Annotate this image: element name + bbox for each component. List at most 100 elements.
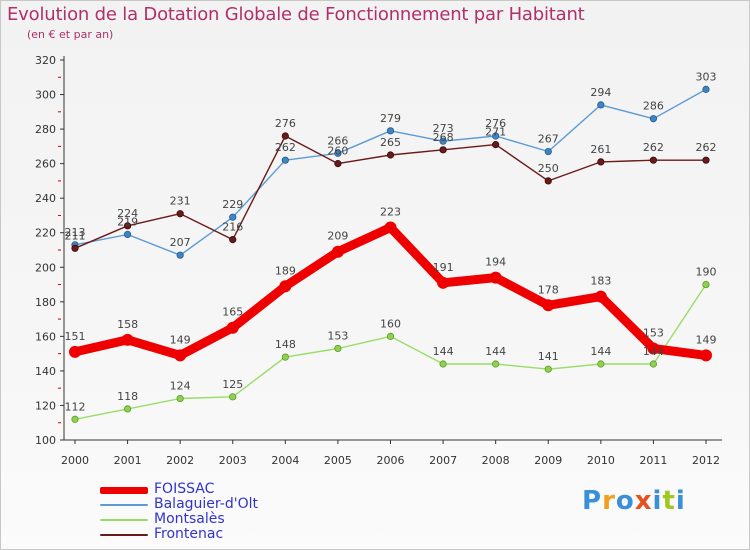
- data-point: [69, 345, 81, 358]
- x-tick-label: 2004: [271, 454, 299, 467]
- data-label: 112: [65, 400, 86, 413]
- data-label: 149: [696, 333, 717, 346]
- legend-label-foissac: FOISSAC: [154, 481, 215, 497]
- legend-swatch-foissac: [100, 487, 148, 494]
- legend-label-balaguier: Balaguier-d'Olt: [154, 496, 258, 512]
- data-label: 165: [222, 306, 243, 319]
- logo-letter: i: [652, 486, 663, 516]
- logo-letter: t: [662, 486, 676, 516]
- data-point: [702, 156, 710, 164]
- data-label: 207: [170, 236, 191, 249]
- data-label: 231: [170, 195, 191, 208]
- data-point: [492, 360, 500, 368]
- data-point: [649, 115, 658, 123]
- data-label: 144: [643, 345, 664, 358]
- data-label: 271: [485, 126, 506, 139]
- legend-swatch-balaguier: [100, 504, 148, 506]
- data-label: 303: [696, 70, 717, 83]
- logo-letter: x: [634, 486, 653, 516]
- data-label: 183: [590, 275, 611, 288]
- data-point: [492, 141, 500, 149]
- x-tick-label: 2001: [114, 454, 142, 467]
- legend-swatch-montsales: [100, 519, 148, 521]
- logo-letter: P: [582, 486, 603, 516]
- data-point: [176, 210, 184, 218]
- y-tick-label: 240: [35, 192, 56, 205]
- y-tick-label: 320: [35, 54, 56, 67]
- data-label: 149: [170, 333, 191, 346]
- data-point: [281, 156, 289, 164]
- x-tick-label: 2006: [377, 454, 405, 467]
- data-point: [176, 394, 184, 403]
- data-point: [439, 146, 447, 154]
- data-label: 118: [117, 390, 138, 403]
- data-label: 158: [117, 318, 138, 331]
- y-tick-label: 300: [35, 89, 56, 102]
- data-label: 266: [327, 134, 348, 147]
- x-tick-label: 2008: [482, 454, 510, 467]
- data-label: 268: [433, 131, 454, 144]
- data-point: [597, 158, 605, 166]
- data-label: 229: [222, 198, 243, 211]
- data-point: [439, 137, 447, 145]
- data-point: [647, 342, 660, 355]
- data-point: [597, 360, 605, 368]
- data-point: [700, 349, 712, 362]
- data-point: [386, 151, 395, 159]
- data-point: [597, 101, 605, 109]
- y-tick-label: 260: [35, 158, 56, 171]
- y-tick-label: 100: [35, 434, 56, 447]
- data-label: 148: [275, 338, 296, 351]
- x-tick-label: 2012: [692, 454, 720, 467]
- data-label: 211: [65, 229, 86, 242]
- data-point: [334, 160, 342, 168]
- data-point: [281, 132, 289, 140]
- data-label: 191: [433, 261, 454, 274]
- data-point: [544, 365, 552, 373]
- data-label: 262: [643, 141, 664, 154]
- data-point: [229, 236, 237, 244]
- data-label: 279: [380, 112, 401, 125]
- legend-label-frontenac: Frontenac: [154, 526, 224, 542]
- data-point: [386, 127, 395, 135]
- data-point: [176, 251, 184, 259]
- y-tick-label: 220: [35, 227, 56, 240]
- data-point: [331, 245, 344, 258]
- y-tick-label: 200: [35, 261, 56, 274]
- x-tick-label: 2010: [587, 454, 615, 467]
- data-label: 286: [643, 100, 664, 113]
- data-label: 190: [696, 266, 717, 279]
- data-label: 219: [117, 215, 138, 228]
- x-tick-label: 2007: [429, 454, 457, 467]
- data-label: 153: [643, 326, 664, 339]
- data-point: [174, 349, 187, 362]
- data-point: [229, 213, 237, 221]
- legend: FOISSAC Balaguier-d'Olt Montsalès Fronte…: [100, 481, 360, 543]
- data-point: [229, 393, 237, 401]
- data-point: [384, 221, 397, 234]
- data-label: 189: [275, 264, 296, 277]
- x-tick-label: 2002: [166, 454, 194, 467]
- data-label: 144: [590, 345, 611, 358]
- y-tick-label: 180: [35, 296, 56, 309]
- data-label: 178: [538, 283, 559, 296]
- proxiti-logo: Proxiti: [582, 486, 686, 516]
- chart-subtitle: (en € et par an): [27, 28, 114, 41]
- logo-letter: r: [602, 486, 616, 516]
- data-label: 209: [327, 230, 348, 243]
- data-label: 276: [485, 117, 506, 130]
- data-label: 250: [538, 162, 559, 175]
- data-point: [702, 85, 710, 93]
- data-label: 262: [696, 141, 717, 154]
- data-point: [279, 280, 292, 293]
- data-point: [544, 177, 552, 185]
- data-label: 223: [380, 206, 401, 219]
- legend-item-foissac: FOISSAC: [100, 481, 360, 498]
- legend-label-montsales: Montsalès: [154, 511, 225, 527]
- data-point: [123, 405, 132, 413]
- legend-item-balaguier: Balaguier-d'Olt: [100, 496, 360, 513]
- data-point: [123, 222, 132, 230]
- data-point: [123, 230, 132, 239]
- y-tick-label: 160: [35, 330, 56, 343]
